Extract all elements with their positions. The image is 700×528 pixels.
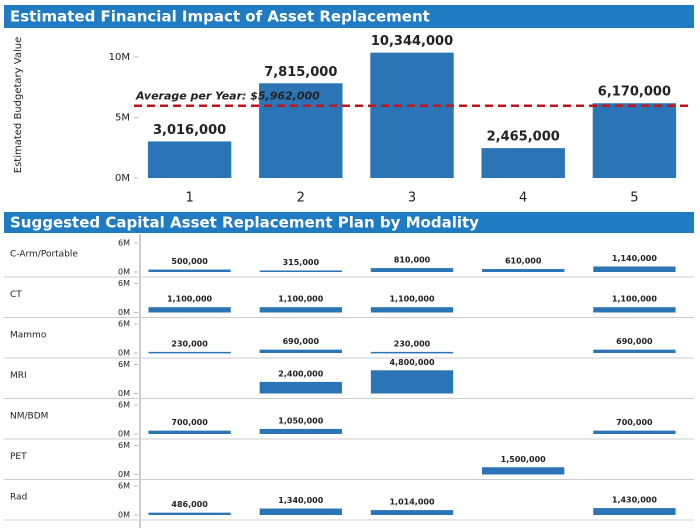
value-label: 1,050,000 (278, 416, 323, 425)
y-tick-label: 6M (118, 320, 130, 329)
y-tick-label: 6M (118, 441, 130, 450)
value-label: 7,815,000 (264, 65, 337, 80)
value-label: 4,800,000 (389, 358, 434, 367)
row-label: CT (10, 290, 22, 300)
y-tick-label: 0M (118, 349, 130, 358)
reference-label: Average per Year: $5,962,000 (135, 90, 320, 103)
bar (148, 351, 231, 354)
row-label: PET (10, 452, 27, 462)
bar (370, 307, 454, 313)
value-label: 230,000 (171, 339, 208, 348)
row-label: NM/BDM (10, 412, 48, 422)
chart-title: Estimated Financial Impact of Asset Repl… (10, 8, 430, 26)
value-label: 690,000 (616, 337, 653, 346)
row-label: MRI (10, 371, 27, 381)
bar (370, 52, 454, 178)
bar (259, 508, 342, 515)
value-label: 1,340,000 (278, 496, 323, 505)
bar (593, 508, 676, 515)
bar (148, 269, 231, 272)
bar (148, 307, 231, 313)
chart-title: Suggested Capital Asset Replacement Plan… (10, 214, 479, 232)
value-label: 1,100,000 (167, 295, 212, 304)
bar (259, 307, 342, 313)
y-tick-label: 0M (118, 268, 130, 277)
y-tick-label: 5M (115, 112, 130, 123)
y-axis-label: Estimated Budgetary Value (13, 37, 24, 173)
value-label: 486,000 (171, 500, 208, 509)
bar (148, 430, 231, 434)
row-label: C-Arm/Portable (10, 250, 78, 260)
value-label: 1,500,000 (501, 455, 546, 464)
y-tick-label: 0M (118, 308, 130, 317)
bar (482, 467, 565, 475)
value-label: 810,000 (394, 256, 431, 265)
y-tick-label: 10M (109, 52, 130, 63)
row-label: Mammo (10, 331, 47, 341)
y-tick-label: 0M (118, 430, 130, 439)
y-tick-label: 6M (118, 360, 130, 369)
bar (148, 512, 231, 515)
value-label: 2,465,000 (487, 130, 560, 145)
x-tick-label: 3 (408, 191, 416, 206)
value-label: 315,000 (283, 258, 320, 267)
value-label: 1,100,000 (389, 295, 434, 304)
bar (259, 428, 342, 434)
y-tick-label: 0M (118, 389, 130, 398)
y-tick-label: 6M (118, 239, 130, 248)
bar (370, 370, 454, 394)
header-bar (4, 212, 694, 233)
bar (482, 269, 565, 272)
bar (592, 103, 677, 178)
y-tick-label: 6M (118, 401, 130, 410)
value-label: 700,000 (171, 418, 208, 427)
bar (370, 268, 454, 272)
value-label: 1,100,000 (278, 295, 323, 304)
bar (370, 351, 454, 354)
y-tick-label: 6M (118, 279, 130, 288)
bar (593, 430, 676, 434)
value-label: 6,170,000 (598, 85, 671, 100)
value-label: 10,344,000 (371, 34, 453, 49)
bar (259, 381, 342, 394)
value-label: 500,000 (171, 257, 208, 266)
y-tick-label: 0M (118, 470, 130, 479)
x-tick-label: 1 (185, 191, 193, 206)
value-label: 2,400,000 (278, 369, 323, 378)
bar (481, 148, 565, 178)
value-label: 3,016,000 (153, 123, 226, 138)
x-tick-label: 4 (519, 191, 527, 206)
bar (593, 349, 676, 353)
value-label: 700,000 (616, 418, 653, 427)
bar (593, 266, 676, 272)
header-bar (4, 5, 694, 28)
value-label: 690,000 (283, 337, 320, 346)
value-label: 1,140,000 (612, 254, 657, 263)
value-label: 1,014,000 (389, 498, 434, 507)
bar (147, 141, 232, 178)
bar (259, 349, 342, 353)
y-tick-label: 0M (118, 511, 130, 520)
row-label: Rad (10, 493, 27, 503)
bar (259, 270, 342, 272)
x-tick-label: 2 (297, 191, 305, 206)
value-label: 1,430,000 (612, 496, 657, 505)
value-label: 610,000 (505, 257, 542, 266)
y-tick-label: 6M (118, 482, 130, 491)
value-label: 1,100,000 (612, 295, 657, 304)
value-label: 230,000 (394, 339, 431, 348)
x-tick-label: 5 (630, 191, 638, 206)
bar (259, 83, 343, 178)
bar (370, 510, 454, 515)
y-tick-label: 0M (115, 173, 130, 184)
bar (593, 307, 676, 313)
